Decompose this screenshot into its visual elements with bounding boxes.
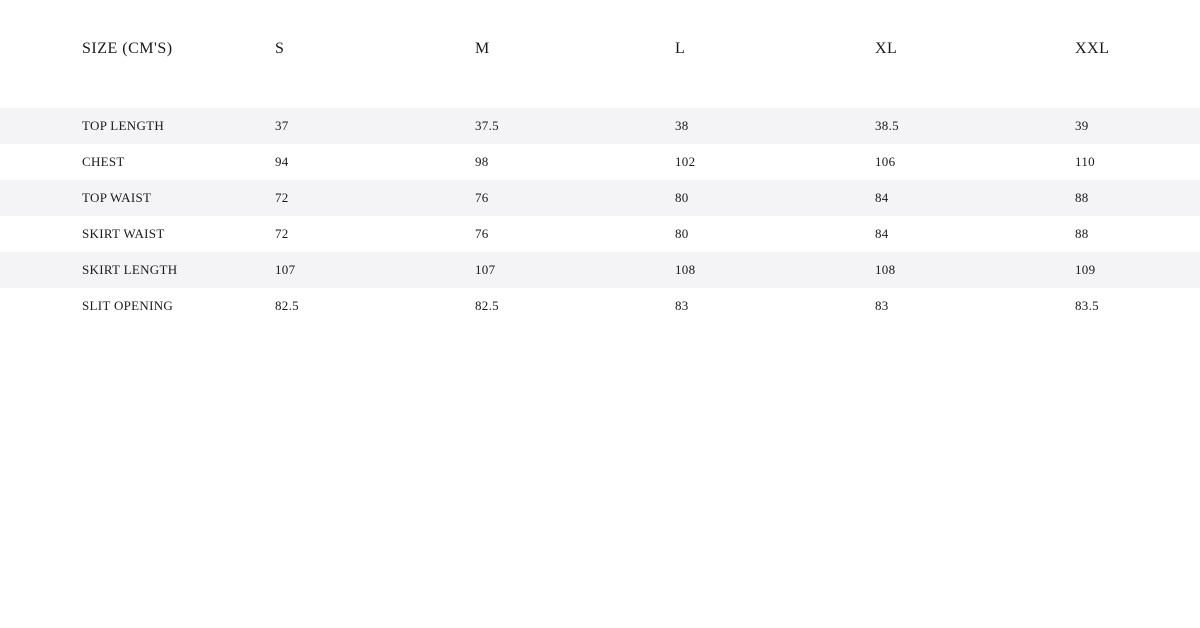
cell: 37.5 xyxy=(475,118,675,134)
cell: 88 xyxy=(1075,226,1200,242)
table-row: CHEST 94 98 102 106 110 xyxy=(0,144,1200,180)
row-label: TOP LENGTH xyxy=(0,118,275,134)
table-row: SKIRT WAIST 72 76 80 84 88 xyxy=(0,216,1200,252)
cell: 76 xyxy=(475,190,675,206)
row-label: SKIRT LENGTH xyxy=(0,262,275,278)
column-header-s: S xyxy=(275,40,475,58)
cell: 98 xyxy=(475,154,675,170)
column-header-label: SIZE (CM'S) xyxy=(0,40,275,58)
cell: 83.5 xyxy=(1075,298,1200,314)
cell: 38.5 xyxy=(875,118,1075,134)
cell: 110 xyxy=(1075,154,1200,170)
cell: 106 xyxy=(875,154,1075,170)
column-header-xl: XL xyxy=(875,40,1075,58)
cell: 80 xyxy=(675,190,875,206)
cell: 107 xyxy=(275,262,475,278)
cell: 76 xyxy=(475,226,675,242)
row-label: CHEST xyxy=(0,154,275,170)
column-header-xxl: XXL xyxy=(1075,40,1200,58)
table-header-row: SIZE (CM'S) S M L XL XXL xyxy=(0,40,1200,108)
cell: 108 xyxy=(675,262,875,278)
cell: 83 xyxy=(675,298,875,314)
cell: 39 xyxy=(1075,118,1200,134)
column-header-l: L xyxy=(675,40,875,58)
cell: 88 xyxy=(1075,190,1200,206)
table-row: TOP LENGTH 37 37.5 38 38.5 39 xyxy=(0,108,1200,144)
cell: 82.5 xyxy=(275,298,475,314)
cell: 82.5 xyxy=(475,298,675,314)
cell: 72 xyxy=(275,226,475,242)
table-row: SKIRT LENGTH 107 107 108 108 109 xyxy=(0,252,1200,288)
cell: 102 xyxy=(675,154,875,170)
row-label: SLIT OPENING xyxy=(0,298,275,314)
cell: 80 xyxy=(675,226,875,242)
cell: 37 xyxy=(275,118,475,134)
row-label: SKIRT WAIST xyxy=(0,226,275,242)
cell: 94 xyxy=(275,154,475,170)
cell: 108 xyxy=(875,262,1075,278)
table-row: SLIT OPENING 82.5 82.5 83 83 83.5 xyxy=(0,288,1200,324)
cell: 107 xyxy=(475,262,675,278)
cell: 84 xyxy=(875,226,1075,242)
cell: 109 xyxy=(1075,262,1200,278)
column-header-m: M xyxy=(475,40,675,58)
row-label: TOP WAIST xyxy=(0,190,275,206)
cell: 72 xyxy=(275,190,475,206)
size-chart-table: SIZE (CM'S) S M L XL XXL TOP LENGTH 37 3… xyxy=(0,0,1200,324)
cell: 83 xyxy=(875,298,1075,314)
cell: 38 xyxy=(675,118,875,134)
table-row: TOP WAIST 72 76 80 84 88 xyxy=(0,180,1200,216)
cell: 84 xyxy=(875,190,1075,206)
